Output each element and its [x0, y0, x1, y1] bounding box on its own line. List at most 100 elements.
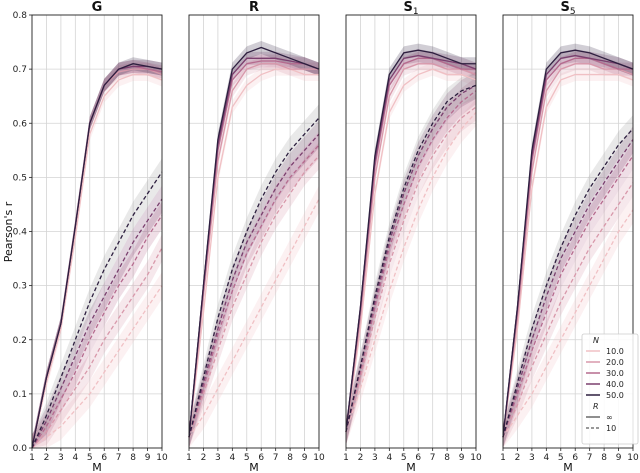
legend-label: 40.0 [606, 380, 624, 389]
x-tick-label: 2 [358, 453, 364, 463]
x-tick-label: 1 [186, 453, 192, 463]
series-band [189, 185, 319, 448]
series-band [32, 272, 162, 448]
y-tick-label: 0.0 [13, 444, 28, 454]
x-tick-label: 2 [44, 453, 50, 463]
y-tick-label: 0.1 [13, 390, 27, 400]
x-tick-label: 5 [87, 453, 93, 463]
y-tick-label: 0.8 [13, 11, 28, 21]
panel-title-subscript: 1 [413, 7, 419, 17]
series-line-N20.0-Rinf [188, 63, 319, 438]
x-axis-label: M [406, 461, 416, 473]
series-line-N10.0-Rinf [31, 73, 163, 449]
y-tick-label: 0.3 [13, 282, 27, 292]
series-line-N50.0-R10 [188, 117, 320, 438]
x-tick-label: 4 [386, 453, 392, 463]
x-tick-label: 2 [201, 453, 207, 463]
x-tick-label: 3 [372, 453, 378, 463]
series-band [346, 98, 476, 446]
series-line-N10.0-Rinf [345, 68, 477, 432]
series-band [503, 142, 633, 448]
series-line-N10.0-R10 [345, 111, 477, 432]
panel-title: R [249, 0, 259, 15]
legend-label: 20.0 [606, 358, 624, 367]
x-tick-label: 3 [215, 453, 221, 463]
x-tick-label: 3 [529, 453, 535, 463]
series-line-N30.0-R10 [502, 155, 634, 438]
series-line-N50.0-R10 [31, 171, 163, 449]
series-line-N50.0-Rinf [345, 49, 476, 432]
series-band [503, 196, 633, 448]
panel-title: G [92, 0, 103, 15]
series-band [32, 185, 162, 448]
series-line-N10.0-R10 [31, 285, 163, 449]
x-tick-label: 6 [101, 453, 107, 463]
series-line-N20.0-Rinf [345, 63, 477, 432]
panel-title-subscript: 5 [570, 7, 576, 17]
series-band [503, 125, 633, 449]
series-line-N10.0-R10 [502, 209, 634, 438]
series-band [503, 115, 633, 448]
legend-title-style: R [593, 402, 599, 411]
y-axis-label: Pearson's r [2, 201, 15, 262]
series-line-N50.0-Rinf [31, 63, 163, 449]
legend-label: 10.0 [606, 347, 624, 356]
series-band [189, 120, 319, 448]
y-tick-label: 0.2 [13, 336, 27, 346]
series-band [189, 104, 319, 449]
x-tick-label: 10 [156, 453, 168, 463]
x-tick-label: 6 [258, 453, 264, 463]
x-tick-label: 6 [572, 453, 578, 463]
series-band [189, 131, 319, 448]
x-axis-label: M [563, 461, 573, 473]
legend-label: 50.0 [606, 391, 624, 400]
series-line-N30.0-R10 [31, 214, 163, 449]
x-tick-label: 1 [500, 453, 506, 463]
y-tick-label: 0.5 [13, 173, 27, 183]
x-tick-label: 2 [515, 453, 521, 463]
x-tick-label: 9 [459, 453, 465, 463]
axes-frame [345, 14, 477, 449]
x-tick-label: 7 [430, 453, 436, 463]
series-line-N10.0-Rinf [502, 73, 634, 438]
series-line-N10.0-R10 [188, 198, 320, 438]
series-line-N30.0-R10 [188, 144, 320, 438]
x-tick-label: 7 [116, 453, 122, 463]
x-tick-label: 6 [415, 453, 421, 463]
series-line-N50.0-Rinf [188, 46, 320, 438]
legend-label: ∞ [606, 413, 613, 422]
x-tick-label: 9 [145, 453, 151, 463]
y-tick-label: 0.7 [13, 65, 27, 75]
x-tick-label: 3 [58, 453, 64, 463]
panel-1: 1 2 3 4 5 6 7 8 9 10 M R [186, 0, 325, 473]
x-tick-label: 8 [130, 453, 136, 463]
series-band [503, 169, 633, 448]
y-tick-label: 0.6 [13, 119, 28, 129]
series-line-N40.0-R10 [188, 133, 320, 438]
x-tick-label: 9 [302, 453, 308, 463]
series-band [32, 158, 162, 448]
x-tick-label: 7 [587, 453, 593, 463]
series-band [503, 68, 633, 444]
x-axis-label: M [249, 461, 259, 473]
x-tick-label: 5 [558, 453, 564, 463]
axes-frame [502, 14, 634, 449]
axes-frame [188, 14, 320, 449]
x-tick-label: 4 [72, 453, 78, 463]
series-line-N20.0-R10 [31, 247, 163, 449]
x-tick-label: 10 [470, 453, 482, 463]
x-tick-label: 4 [229, 453, 235, 463]
series-line-N50.0-Rinf [502, 49, 634, 438]
panel-title: S5 [560, 0, 575, 17]
x-tick-label: 5 [244, 453, 250, 463]
x-tick-label: 1 [29, 453, 35, 463]
panels: 1 2 3 4 5 6 7 8 9 10M0.00.10.20.30.40.50.60.70.8G… [13, 0, 639, 473]
series-line-N20.0-R10 [188, 155, 320, 438]
series-line-N20.0-Rinf [502, 63, 634, 438]
x-tick-label: 9 [616, 453, 622, 463]
x-tick-label: 8 [287, 453, 293, 463]
legend-label: 10 [606, 424, 616, 433]
panel-0: 1 2 3 4 5 6 7 8 9 10 M 0.0 0.1 0.2 0.3 0.4 0.5 0.6 0.7 0.8 G [13, 0, 168, 473]
series-line-N50.0-R10 [502, 128, 634, 438]
